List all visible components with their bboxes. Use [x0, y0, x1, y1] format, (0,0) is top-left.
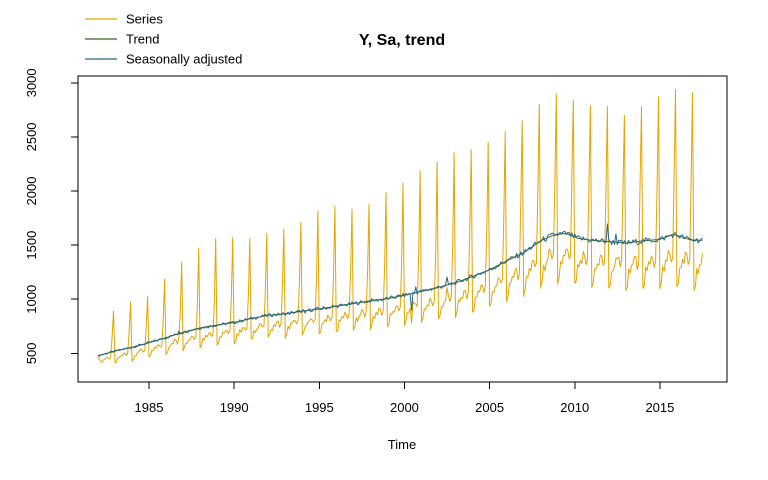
y-tick-label: 2500	[24, 122, 39, 151]
legend-label-trend: Trend	[126, 32, 159, 47]
x-tick-label: 1985	[135, 400, 164, 415]
legend-item-series: Series	[85, 12, 163, 27]
y-tick-label: 2000	[24, 177, 39, 206]
x-axis-title: Time	[388, 437, 416, 452]
x-tick-label: 1995	[305, 400, 334, 415]
x-tick-label: 2005	[475, 400, 504, 415]
y-tick-label: 500	[24, 342, 39, 364]
y-tick-label: 1000	[24, 285, 39, 314]
x-tick-label: 1990	[220, 400, 249, 415]
seasonally-adjusted-line	[97, 223, 703, 357]
chart-title: Y, Sa, trend	[359, 32, 445, 49]
x-tick-label: 2010	[560, 400, 589, 415]
legend-item-seasonally-adjusted: Seasonally adjusted	[85, 52, 242, 67]
plot-area: 1985 1990 1995 2000 2005 2010 2015 500 1000 1500 2…	[24, 68, 728, 415]
y-tick-label: 1500	[24, 231, 39, 260]
legend-item-trend: Trend	[85, 32, 159, 47]
legend: Series Trend Seasonally adjusted	[85, 12, 242, 67]
y-tick-label: 3000	[24, 68, 39, 97]
x-tick-label: 2015	[645, 400, 674, 415]
plot-frame	[77, 75, 728, 383]
x-tick-label: 2000	[390, 400, 419, 415]
legend-label-series: Series	[126, 12, 163, 27]
legend-label-seasonally-adjusted: Seasonally adjusted	[126, 52, 242, 67]
series-line	[97, 88, 703, 364]
